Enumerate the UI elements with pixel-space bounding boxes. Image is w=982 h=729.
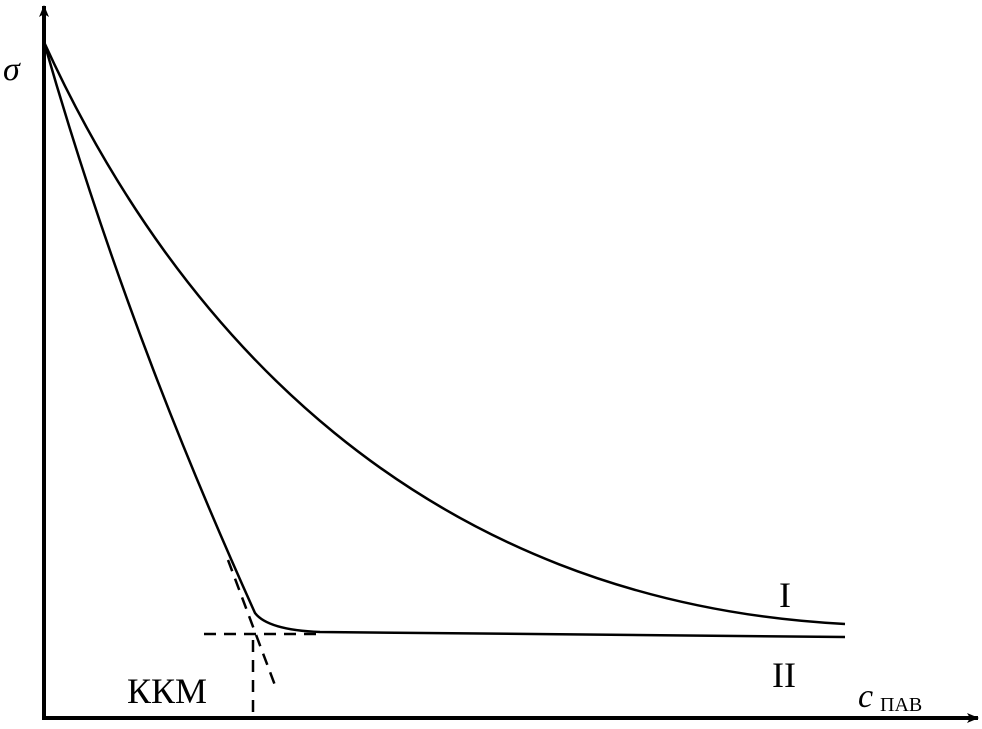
curve-2: [42, 41, 846, 639]
curve-1-label: I: [779, 575, 791, 615]
tangent-extension: [226, 559, 278, 689]
cmc-label: ККМ: [127, 671, 207, 711]
y-axis-label: σ: [3, 51, 21, 88]
x-axis-subscript: ПАВ: [880, 694, 922, 716]
curve-2-label: II: [772, 655, 796, 695]
x-axis-label: c: [858, 678, 873, 715]
curve-1: [42, 41, 846, 626]
